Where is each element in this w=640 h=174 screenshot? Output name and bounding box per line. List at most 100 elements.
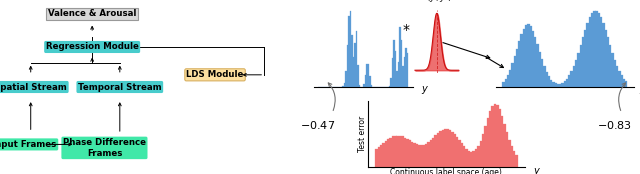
Bar — [397, 136, 399, 167]
Bar — [515, 155, 518, 167]
Bar — [439, 131, 442, 167]
Bar — [516, 49, 518, 87]
Bar — [518, 41, 520, 87]
Bar — [344, 83, 345, 87]
Bar — [378, 147, 380, 167]
Bar — [406, 139, 408, 167]
Bar — [371, 85, 372, 87]
Bar — [573, 66, 575, 87]
Bar — [502, 82, 504, 87]
Bar — [625, 81, 627, 87]
Bar — [484, 126, 487, 167]
Bar — [595, 11, 598, 87]
Bar — [353, 57, 354, 87]
Bar — [543, 66, 545, 87]
Bar — [589, 17, 591, 87]
Bar — [363, 84, 365, 87]
Bar — [402, 66, 404, 87]
Bar — [399, 27, 401, 87]
Y-axis label: Test error: Test error — [358, 116, 367, 152]
Bar — [475, 149, 477, 167]
Bar — [449, 130, 451, 167]
Bar — [593, 11, 595, 87]
Bar — [367, 65, 369, 87]
Text: $\tilde{p}(y)$: $\tilde{p}(y)$ — [489, 0, 510, 1]
Bar — [354, 43, 356, 87]
Bar — [570, 71, 573, 87]
Bar — [401, 136, 404, 167]
Bar — [501, 116, 504, 167]
Text: $y$: $y$ — [532, 166, 541, 174]
Bar — [618, 71, 621, 87]
Bar — [541, 59, 543, 87]
Bar — [620, 75, 623, 87]
Bar — [548, 76, 550, 87]
Bar — [550, 80, 552, 87]
Bar — [511, 64, 514, 87]
Text: Input Frames: Input Frames — [0, 140, 57, 149]
Bar — [504, 79, 507, 87]
Bar — [616, 66, 618, 87]
Bar — [408, 140, 411, 167]
Text: $y$: $y$ — [639, 84, 640, 96]
Bar — [375, 149, 378, 167]
Bar — [468, 151, 470, 167]
Bar — [566, 78, 568, 87]
Bar — [446, 129, 449, 167]
Bar — [552, 82, 555, 87]
Bar — [388, 86, 390, 87]
Text: Phase Difference
Frames: Phase Difference Frames — [63, 138, 146, 158]
Bar — [399, 136, 401, 167]
Bar — [465, 149, 468, 167]
Bar — [513, 151, 515, 167]
Bar — [420, 145, 423, 167]
Bar — [406, 53, 408, 87]
Bar — [357, 65, 359, 87]
Bar — [411, 142, 413, 167]
Bar — [496, 105, 499, 167]
Bar — [525, 25, 527, 87]
Bar — [607, 37, 609, 87]
Bar — [559, 84, 561, 87]
Bar — [529, 26, 532, 87]
Bar — [393, 40, 395, 87]
Bar — [451, 132, 454, 167]
Bar — [429, 140, 432, 167]
Bar — [463, 146, 465, 167]
Bar — [602, 23, 605, 87]
Bar — [539, 52, 541, 87]
Bar — [557, 84, 559, 87]
Bar — [432, 138, 435, 167]
Bar — [506, 132, 508, 167]
Bar — [586, 23, 589, 87]
Bar — [561, 83, 564, 87]
Bar — [523, 29, 525, 87]
Bar — [382, 143, 385, 167]
Bar — [390, 78, 392, 87]
Bar — [347, 45, 348, 87]
Bar — [394, 136, 397, 167]
Bar — [575, 60, 577, 87]
Text: LDS Module: LDS Module — [186, 70, 244, 79]
Bar — [511, 147, 513, 167]
Bar — [623, 79, 625, 87]
Bar — [342, 86, 344, 87]
Bar — [413, 143, 415, 167]
Bar — [442, 130, 444, 167]
Text: Temporal Stream: Temporal Stream — [78, 82, 162, 92]
Bar — [479, 141, 482, 167]
Bar — [348, 16, 349, 87]
Bar — [472, 151, 475, 167]
Bar — [385, 141, 387, 167]
Bar — [582, 37, 584, 87]
Bar — [454, 134, 456, 167]
Bar — [509, 70, 511, 87]
Bar — [564, 81, 566, 87]
Bar — [584, 30, 586, 87]
Bar — [397, 62, 399, 87]
Bar — [380, 145, 382, 167]
Text: Regression Module: Regression Module — [45, 42, 139, 52]
Bar — [532, 30, 534, 87]
Bar — [358, 85, 360, 87]
Bar — [499, 109, 501, 167]
